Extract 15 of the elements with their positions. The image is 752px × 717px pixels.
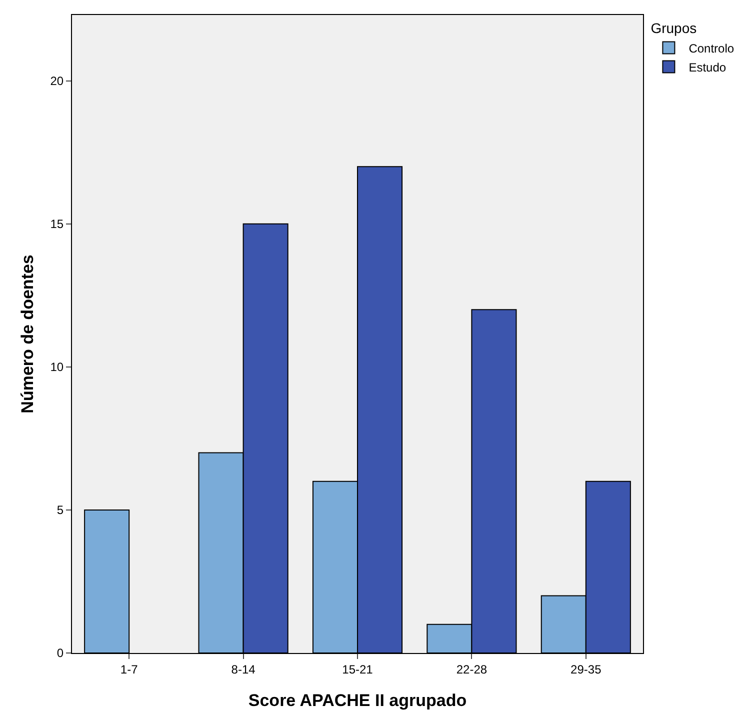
x-axis-title: Score APACHE II agrupado — [248, 690, 467, 710]
y-axis-title: Número de doentes — [18, 254, 37, 414]
y-tick-label: 15 — [50, 217, 64, 232]
x-tick-label: 22-28 — [456, 662, 488, 676]
legend-label: Estudo — [688, 60, 726, 74]
x-tick-label: 15-21 — [342, 662, 374, 676]
legend-title: Grupos — [650, 20, 697, 36]
x-tick-label: 29-35 — [570, 662, 602, 676]
y-tick-label: 20 — [50, 74, 64, 88]
x-tick-label: 8-14 — [231, 662, 256, 676]
y-tick-label: 5 — [56, 503, 64, 518]
y-tick-label: 10 — [50, 360, 64, 374]
legend-label: Controlo — [688, 41, 734, 56]
x-tick-label: 1-7 — [120, 662, 138, 676]
y-tick-label: 0 — [56, 646, 64, 660]
